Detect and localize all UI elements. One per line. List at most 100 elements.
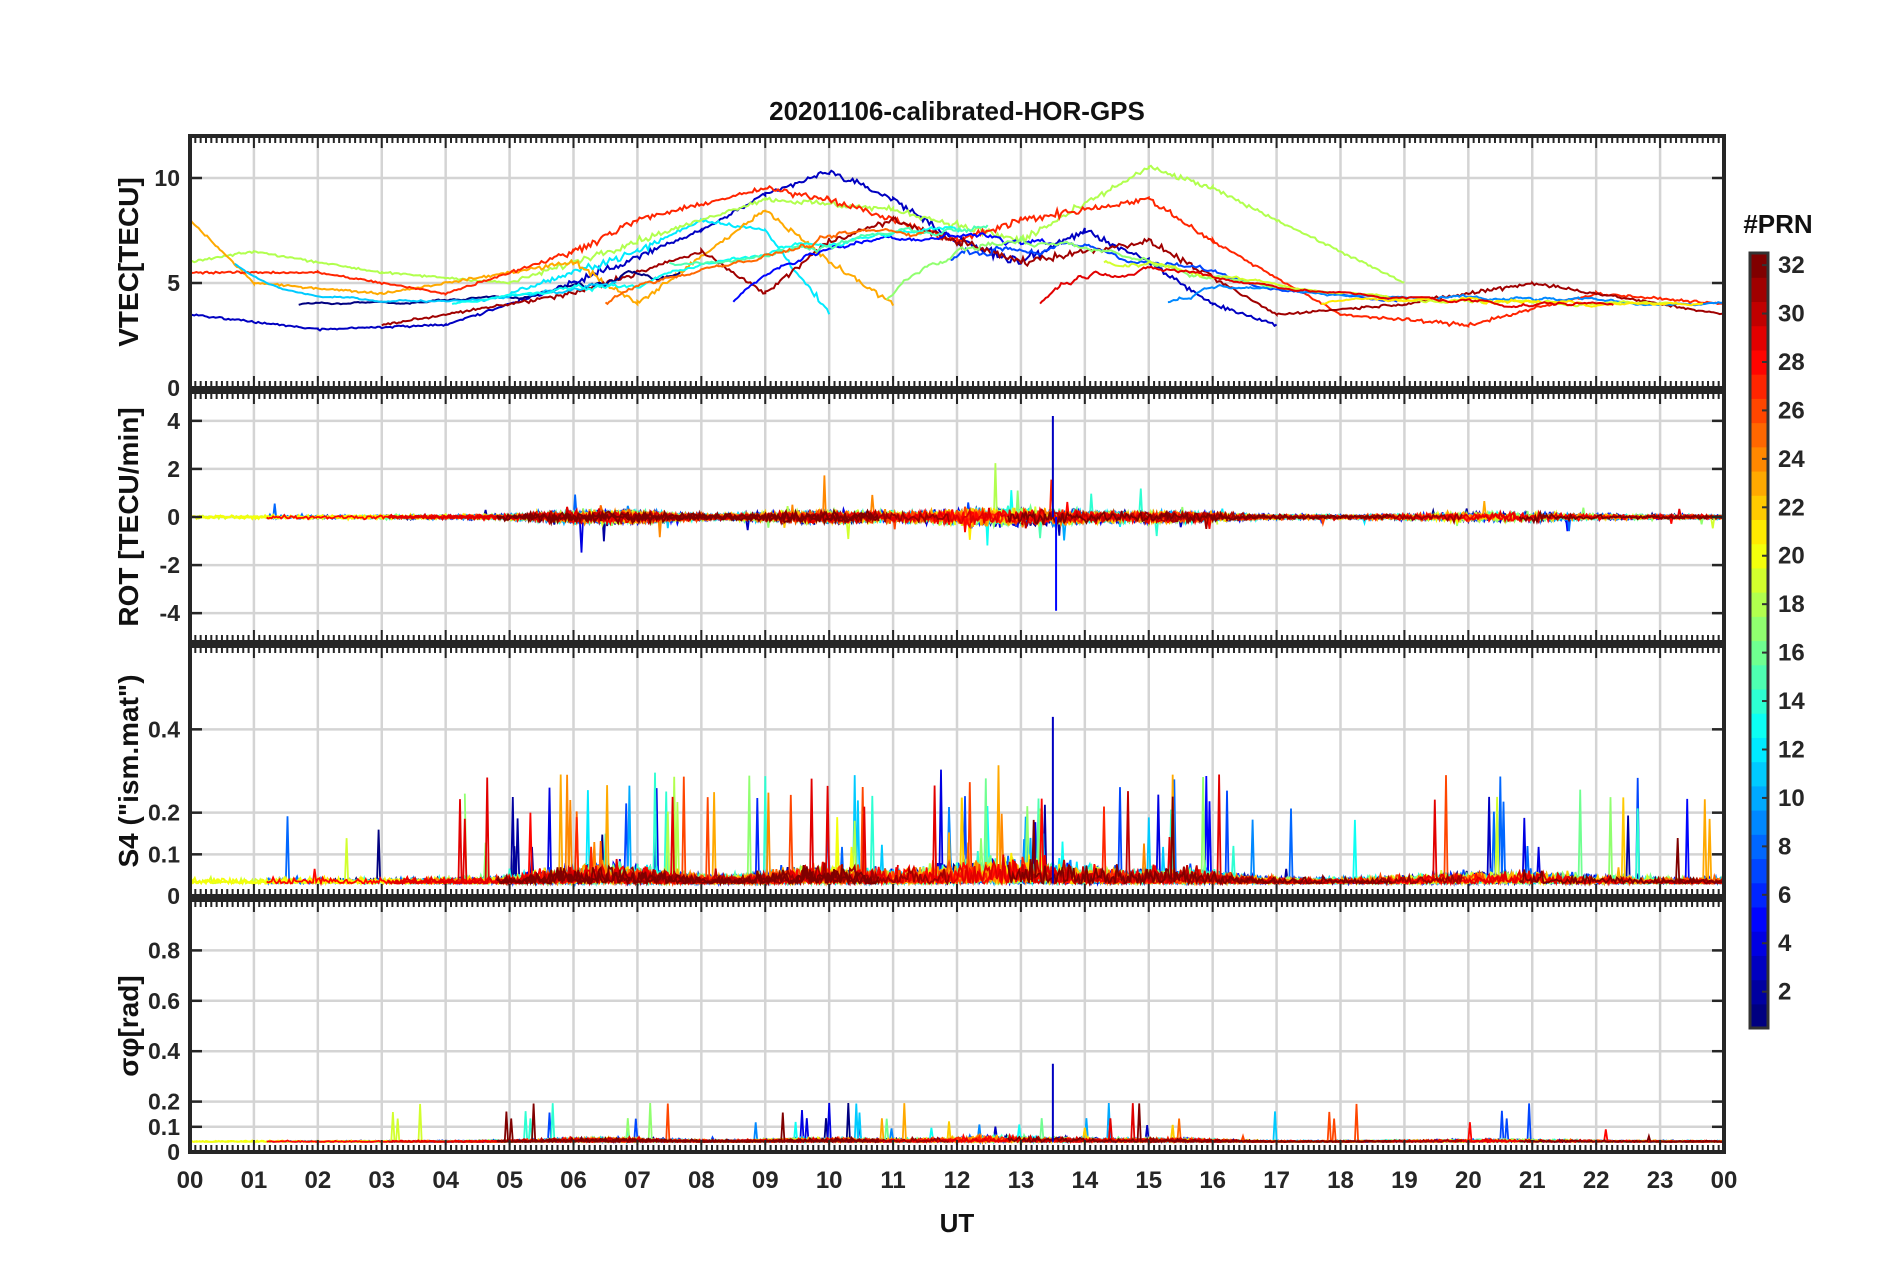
x-tick-label-13: 13: [1008, 1167, 1035, 1194]
colorbar-cell-28: [1750, 349, 1768, 375]
panel-sigphi: 00.10.2 0.4 0.6 0.8σφ[rad]: [113, 898, 1726, 1165]
panel-vtec-ytick-label-1: 5: [167, 270, 180, 296]
panel-s4-ylabel: S4 ("ism.mat"): [113, 674, 144, 867]
x-tick-label-4: 04: [432, 1167, 459, 1194]
panel-sigphi-ytick-label-2: 0.2: [148, 1089, 180, 1115]
panel-sigphi-ytick-label-1: 0.1: [148, 1114, 180, 1140]
colorbar-tick-label-4: 4: [1778, 930, 1792, 957]
x-tick-label-18: 18: [1327, 1167, 1354, 1194]
vtec-line-prn-1: [298, 270, 681, 306]
x-tick-label-0: 00: [177, 1167, 204, 1194]
panel-sigphi-series: [190, 1063, 1724, 1146]
panel-rot-ylabel: ROT [TECU/min]: [113, 407, 144, 626]
panel-sigphi-ytick-label-0: 0: [167, 1139, 180, 1165]
sigphi-line-prn-32: [496, 1103, 1724, 1144]
colorbar-cell-29: [1750, 325, 1768, 351]
panel-rot-series: [190, 416, 1724, 611]
x-tick-label-22: 22: [1583, 1167, 1610, 1194]
colorbar-label: #PRN: [1743, 209, 1812, 239]
x-tick-label-3: 03: [368, 1167, 395, 1194]
vtec-line-prn-25: [604, 228, 924, 306]
panel-vtec-ytick-label-0: 0: [167, 375, 180, 401]
colorbar-cell-5: [1750, 906, 1768, 932]
x-tick-label-15: 15: [1135, 1167, 1162, 1194]
panel-s4-ytick-label-1: 0.1: [148, 841, 180, 867]
x-tick-label-12: 12: [944, 1167, 971, 1194]
colorbar-cell-15: [1750, 664, 1768, 690]
colorbar-tick-label-18: 18: [1778, 591, 1805, 618]
panel-s4: 0 0.1 0.2 0.4S4 ("ism.mat"): [113, 644, 1726, 909]
x-tick-label-23: 23: [1647, 1167, 1674, 1194]
colorbar-tick-label-2: 2: [1778, 979, 1791, 1006]
colorbar-cell-19: [1750, 567, 1768, 593]
colorbar-tick-label-32: 32: [1778, 252, 1805, 279]
colorbar-cell-27: [1750, 374, 1768, 399]
panel-sigphi-ytick-label-3: 0.4: [148, 1038, 180, 1064]
colorbar-cell-7: [1750, 858, 1768, 884]
panel-rot-ytick-label-4: 4: [167, 408, 180, 434]
vtec-line-prn-27: [190, 184, 1724, 328]
x-tick-label-24: 00: [1711, 1167, 1738, 1194]
chart-title: 20201106-calibrated-HOR-GPS: [769, 96, 1145, 126]
vtec-line-prn-23: [190, 209, 895, 307]
colorbar-cell-23: [1750, 470, 1768, 496]
x-tick-label-6: 06: [560, 1167, 587, 1194]
panel-s4-ytick-label-3: 0.4: [148, 716, 180, 742]
vtec-line-prn-12: [508, 217, 831, 315]
colorbar-tick-label-28: 28: [1778, 349, 1805, 376]
colorbar-cell-3: [1750, 955, 1768, 981]
panel-vtec: 0 5 10 VTEC[TECU]: [113, 134, 1726, 401]
colorbar-tick-label-12: 12: [1778, 736, 1805, 763]
x-tick-label-10: 10: [816, 1167, 843, 1194]
x-tick-label-19: 19: [1391, 1167, 1418, 1194]
colorbar-tick-label-30: 30: [1778, 301, 1805, 328]
x-tick-label-8: 08: [688, 1167, 715, 1194]
colorbar-cell-10: [1750, 785, 1768, 811]
panel-vtec-ytick-label-2: 10: [154, 165, 180, 191]
colorbar-cell-12: [1750, 737, 1768, 763]
colorbar-cell-21: [1750, 519, 1768, 545]
panel-vtec-series: [190, 164, 1724, 332]
panel-s4-ytick-label-0: 0: [167, 883, 180, 909]
colorbar-tick-label-26: 26: [1778, 397, 1805, 424]
vtec-line-prn-18: [190, 164, 1405, 285]
x-tick-label-14: 14: [1071, 1167, 1098, 1194]
colorbar-cell-32: [1750, 253, 1768, 278]
vtec-line-prn-21: [1321, 296, 1704, 308]
x-tick-label-17: 17: [1263, 1167, 1290, 1194]
colorbar-frame: [1748, 251, 1770, 1030]
panel-sigphi-ytick-label-5: 0.8: [148, 937, 180, 963]
colorbar-cell-11: [1750, 761, 1768, 787]
colorbar-cell-9: [1750, 810, 1768, 835]
colorbar-tick-label-22: 22: [1778, 494, 1805, 521]
x-tick-label-11: 11: [880, 1167, 905, 1194]
x-tick-label-16: 16: [1199, 1167, 1226, 1194]
panel-s4-ytick-label-2: 0.2: [148, 800, 180, 826]
x-tick-label-7: 07: [624, 1167, 651, 1194]
colorbar-cell-6: [1750, 882, 1768, 908]
colorbar-cell-22: [1750, 495, 1768, 521]
s4-line-prn-32: [496, 796, 1724, 887]
x-tick-label-20: 20: [1455, 1167, 1482, 1194]
panel-vtec-ylabel: VTEC[TECU]: [113, 177, 144, 347]
colorbar-cell-17: [1750, 616, 1768, 642]
colorbar-cell-13: [1750, 713, 1768, 738]
colorbar-cell-4: [1750, 931, 1768, 956]
colorbar-tick-label-6: 6: [1778, 882, 1791, 909]
panel-sigphi-ylabel: σφ[rad]: [113, 975, 144, 1076]
colorbar-cells: [1750, 253, 1768, 1029]
x-tick-label-2: 02: [304, 1167, 331, 1194]
colorbar-cell-8: [1750, 834, 1768, 860]
colorbar-tick-label-8: 8: [1778, 833, 1791, 860]
colorbar-tick-label-10: 10: [1778, 785, 1805, 812]
colorbar-tick-label-16: 16: [1778, 640, 1805, 667]
x-tick-label-21: 21: [1519, 1167, 1546, 1194]
x-tick-label-9: 09: [752, 1167, 779, 1194]
colorbar-cell-20: [1750, 543, 1768, 569]
colorbar-cell-14: [1750, 688, 1768, 714]
panel-rot-ytick-label-2: 0: [167, 504, 180, 530]
colorbar-cell-30: [1750, 301, 1768, 327]
